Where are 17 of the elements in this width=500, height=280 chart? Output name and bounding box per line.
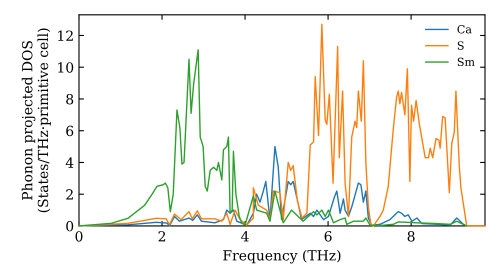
y-tick-label: 2 [66, 189, 73, 200]
y-tick-label: 12 [58, 30, 73, 41]
y-tick-label: 4 [66, 157, 74, 168]
y-axis-title: Phonon projected DOS (States/THz·primitive cell) [22, 28, 51, 212]
x-axis-title: Frequency (THz) [223, 250, 340, 264]
y-tick-label: 8 [66, 94, 74, 104]
x-tick-label: 0 [75, 231, 82, 242]
y-tick-label: 6 [66, 126, 74, 136]
y-tick-label: 10 [58, 62, 74, 73]
x-tick-label: 2 [158, 231, 166, 242]
x-tick-label: 6 [324, 231, 332, 242]
legend-label: S [458, 41, 464, 50]
y-tick-label: 0 [66, 220, 74, 232]
x-tick-label: 4 [241, 231, 249, 242]
legend-label: Ca [457, 25, 472, 34]
x-tick-label: 8 [408, 231, 415, 242]
legend-label: Sm [458, 58, 475, 66]
